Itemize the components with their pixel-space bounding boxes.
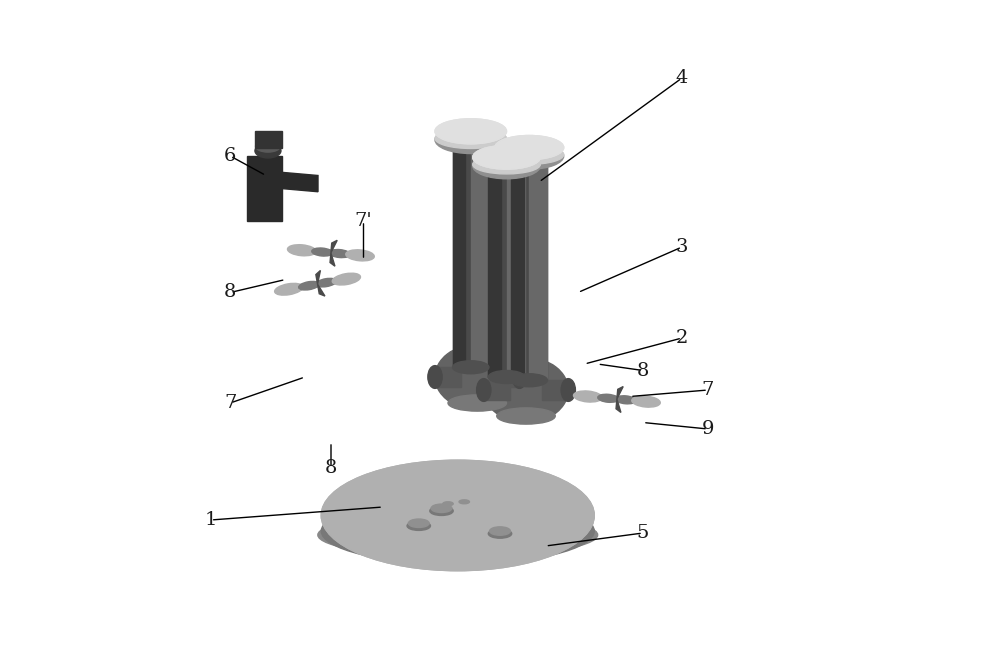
Ellipse shape	[407, 521, 430, 530]
Polygon shape	[316, 270, 320, 284]
Polygon shape	[507, 162, 525, 377]
Ellipse shape	[490, 526, 510, 536]
Ellipse shape	[497, 408, 555, 424]
Text: 4: 4	[676, 69, 688, 87]
Polygon shape	[246, 156, 282, 221]
Ellipse shape	[484, 358, 568, 423]
Text: 2: 2	[676, 329, 688, 347]
Ellipse shape	[505, 370, 554, 384]
Ellipse shape	[446, 357, 495, 371]
Ellipse shape	[321, 498, 594, 564]
Ellipse shape	[408, 519, 429, 528]
Text: 3: 3	[676, 238, 688, 256]
Ellipse shape	[615, 396, 636, 404]
Polygon shape	[529, 153, 547, 380]
Ellipse shape	[495, 135, 564, 160]
Ellipse shape	[459, 500, 469, 504]
Text: 8: 8	[325, 459, 337, 477]
Ellipse shape	[473, 146, 540, 169]
Text: 7': 7'	[355, 212, 372, 230]
Ellipse shape	[435, 129, 507, 148]
Polygon shape	[281, 172, 318, 192]
Polygon shape	[453, 136, 465, 367]
Ellipse shape	[495, 143, 564, 169]
Ellipse shape	[275, 283, 303, 295]
Polygon shape	[617, 387, 623, 399]
Polygon shape	[488, 162, 501, 377]
Polygon shape	[471, 136, 489, 367]
Ellipse shape	[299, 281, 319, 290]
Polygon shape	[494, 367, 520, 387]
Polygon shape	[318, 284, 325, 296]
Ellipse shape	[573, 391, 602, 402]
Ellipse shape	[321, 460, 594, 571]
Ellipse shape	[435, 344, 520, 410]
Polygon shape	[302, 248, 360, 258]
Text: 8: 8	[224, 283, 236, 302]
Ellipse shape	[473, 153, 540, 179]
Ellipse shape	[428, 365, 442, 388]
Ellipse shape	[430, 506, 453, 515]
Ellipse shape	[255, 144, 281, 158]
Ellipse shape	[329, 250, 350, 257]
Polygon shape	[435, 367, 461, 387]
Ellipse shape	[453, 361, 489, 374]
Ellipse shape	[488, 370, 525, 383]
Text: 7: 7	[702, 381, 714, 399]
Polygon shape	[484, 380, 510, 400]
Ellipse shape	[446, 352, 495, 366]
Ellipse shape	[321, 460, 594, 571]
Ellipse shape	[287, 244, 316, 256]
Polygon shape	[288, 276, 347, 292]
Polygon shape	[616, 399, 621, 413]
Ellipse shape	[256, 140, 280, 152]
Text: 6: 6	[224, 147, 236, 165]
Ellipse shape	[482, 361, 531, 376]
Ellipse shape	[316, 278, 336, 287]
Ellipse shape	[435, 119, 507, 144]
Ellipse shape	[488, 529, 512, 538]
Polygon shape	[331, 240, 337, 253]
Ellipse shape	[318, 513, 598, 557]
Text: 1: 1	[205, 511, 217, 529]
Ellipse shape	[312, 248, 333, 256]
Text: 5: 5	[637, 524, 649, 542]
Ellipse shape	[598, 395, 619, 402]
Polygon shape	[330, 253, 335, 266]
Ellipse shape	[443, 502, 453, 506]
Ellipse shape	[346, 250, 374, 261]
Polygon shape	[588, 394, 646, 404]
Ellipse shape	[332, 273, 360, 285]
Text: 8: 8	[637, 361, 649, 380]
Text: 9: 9	[702, 420, 714, 438]
Ellipse shape	[511, 374, 547, 387]
Ellipse shape	[505, 365, 554, 379]
Ellipse shape	[561, 378, 575, 401]
Ellipse shape	[477, 378, 491, 401]
Text: 7: 7	[224, 394, 236, 412]
Ellipse shape	[448, 395, 507, 411]
Ellipse shape	[495, 135, 564, 160]
Ellipse shape	[473, 155, 540, 174]
Polygon shape	[255, 131, 282, 148]
Ellipse shape	[632, 396, 660, 407]
Ellipse shape	[435, 119, 507, 144]
Ellipse shape	[435, 126, 507, 153]
Polygon shape	[511, 153, 524, 380]
Ellipse shape	[431, 504, 452, 512]
Ellipse shape	[495, 145, 564, 164]
Ellipse shape	[473, 146, 540, 169]
Polygon shape	[542, 380, 568, 400]
Ellipse shape	[482, 367, 531, 381]
Ellipse shape	[512, 365, 527, 388]
